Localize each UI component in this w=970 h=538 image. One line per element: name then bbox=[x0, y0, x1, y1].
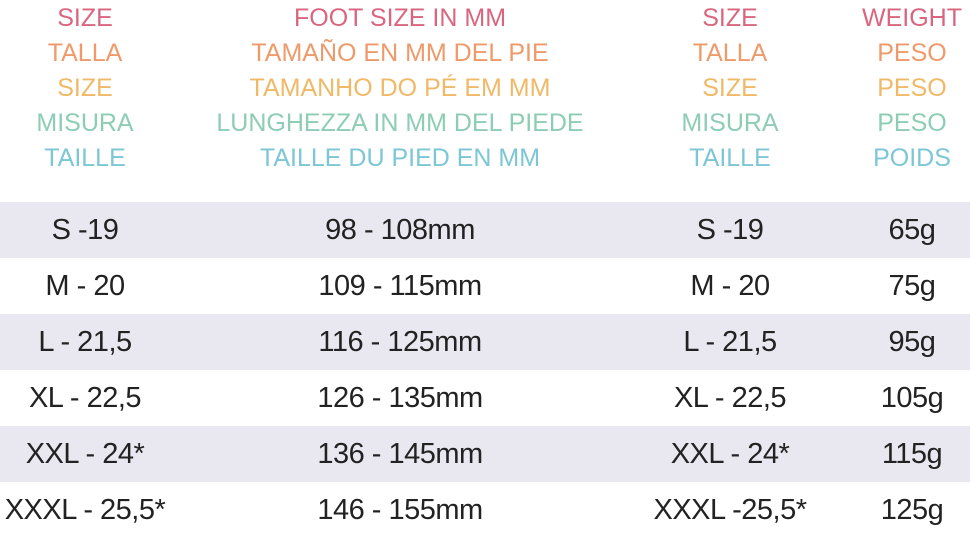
weight-cell: 125g bbox=[880, 494, 944, 526]
header-cell: LUNGHEZZA IN MM DEL PIEDE bbox=[216, 109, 584, 137]
weight-cell: 65g bbox=[888, 214, 936, 246]
size-cell: S -19 bbox=[51, 214, 119, 246]
header-cell: SIZE bbox=[702, 74, 758, 102]
header-cell: TAMAÑO EN MM DEL PIE bbox=[251, 39, 549, 67]
size-cell: XXXL -25,5* bbox=[653, 494, 807, 526]
weight-cell: 95g bbox=[888, 326, 936, 358]
header-cell: FOOT SIZE IN MM bbox=[293, 4, 507, 32]
table-row: L - 21,5 116 - 125mm L - 21,5 95g bbox=[0, 314, 970, 370]
size-cell: L - 21,5 bbox=[38, 326, 132, 358]
weight-cell: 115g bbox=[881, 438, 943, 470]
foot-size-cell: 98 - 108mm bbox=[325, 214, 475, 246]
weight-cell: 105g bbox=[880, 382, 944, 414]
header-cell: TAILLE bbox=[44, 144, 126, 172]
header-cell: WEIGHT bbox=[862, 4, 962, 32]
size-cell: L - 21,5 bbox=[683, 326, 777, 358]
table-row: XXL - 24* 136 - 145mm XXL - 24* 115g bbox=[0, 426, 970, 482]
header-row: SIZE TAMANHO DO PÉ EM MM SIZE PESO bbox=[0, 71, 970, 106]
header-cell: PESO bbox=[877, 39, 947, 67]
header-cell: TAILLE bbox=[689, 144, 771, 172]
foot-size-cell: 136 - 145mm bbox=[317, 438, 483, 470]
table-row: S -19 98 - 108mm S -19 65g bbox=[0, 202, 970, 258]
size-cell: S -19 bbox=[696, 214, 764, 246]
header-row: TAILLE TAILLE DU PIED EN MM TAILLE POIDS bbox=[0, 141, 970, 176]
header-cell: TAILLE DU PIED EN MM bbox=[259, 144, 541, 172]
foot-size-cell: 146 - 155mm bbox=[317, 494, 483, 526]
foot-size-cell: 109 - 115mm bbox=[318, 270, 482, 302]
header-cell: TAMANHO DO PÉ EM MM bbox=[249, 74, 551, 102]
header-row: TALLA TAMAÑO EN MM DEL PIE TALLA PESO bbox=[0, 36, 970, 71]
header-row: SIZE FOOT SIZE IN MM SIZE WEIGHT bbox=[0, 1, 970, 36]
foot-size-cell: 126 - 135mm bbox=[317, 382, 483, 414]
table-row: M - 20 109 - 115mm M - 20 75g bbox=[0, 258, 970, 314]
foot-size-cell: 116 - 125mm bbox=[318, 326, 482, 358]
header-cell: POIDS bbox=[873, 144, 951, 172]
header-cell: MISURA bbox=[36, 109, 134, 137]
size-cell: XXL - 24* bbox=[670, 438, 790, 470]
weight-cell: 75g bbox=[888, 270, 936, 302]
size-cell: M - 20 bbox=[45, 270, 125, 302]
header-cell: SIZE bbox=[702, 4, 758, 32]
header-cell: PESO bbox=[877, 109, 947, 137]
header-cell: SIZE bbox=[57, 74, 113, 102]
header-cell: SIZE bbox=[57, 4, 113, 32]
size-cell: XL - 22,5 bbox=[673, 382, 787, 414]
table-row: XL - 22,5 126 - 135mm XL - 22,5 105g bbox=[0, 370, 970, 426]
header-cell: PESO bbox=[877, 74, 947, 102]
header-row: MISURA LUNGHEZZA IN MM DEL PIEDE MISURA PES… bbox=[0, 106, 970, 141]
size-cell: XXXL - 25,5* bbox=[4, 494, 166, 526]
header-cell: TALLA bbox=[47, 39, 123, 67]
size-cell: M - 20 bbox=[690, 270, 770, 302]
size-cell: XL - 22,5 bbox=[28, 382, 142, 414]
table-row: XXXL - 25,5* 146 - 155mm XXXL -25,5* 125g bbox=[0, 482, 970, 538]
header-cell: MISURA bbox=[681, 109, 779, 137]
header-cell: TALLA bbox=[692, 39, 768, 67]
size-cell: XXL - 24* bbox=[25, 438, 145, 470]
